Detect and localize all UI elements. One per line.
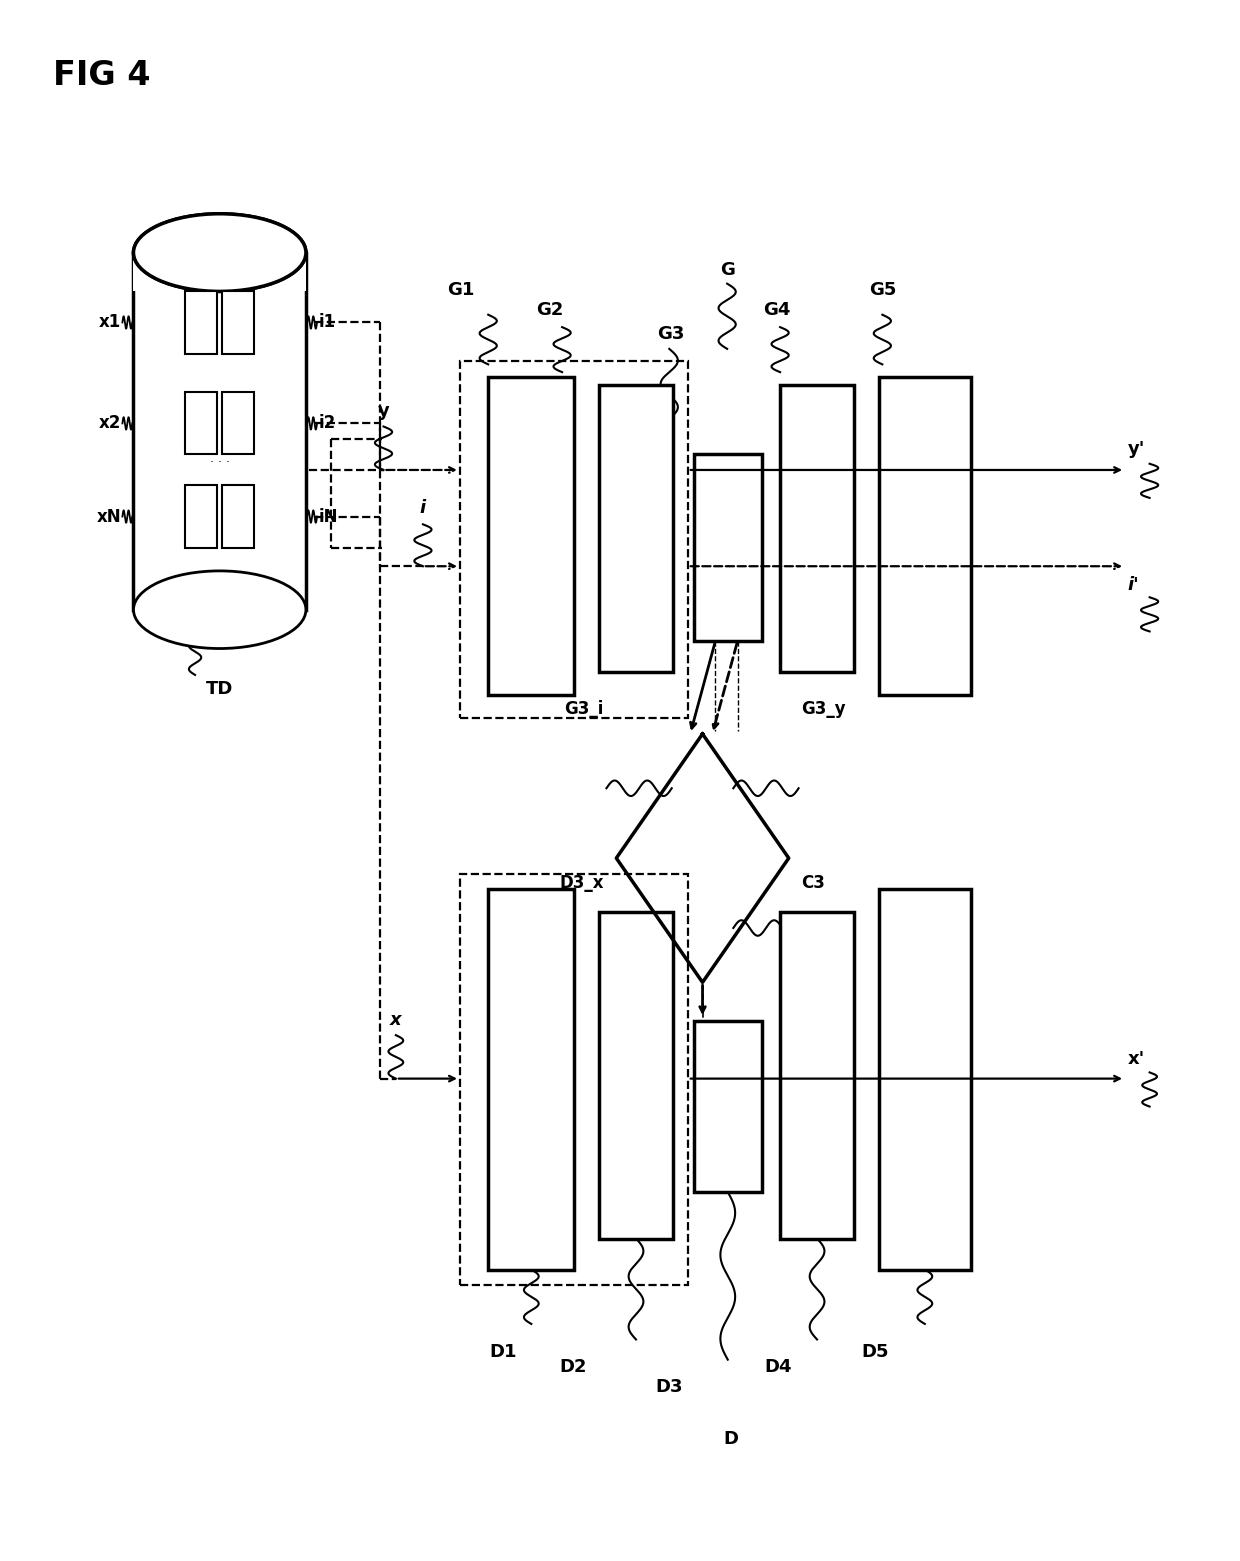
- Text: i': i': [1127, 576, 1140, 595]
- Text: D4: D4: [764, 1358, 791, 1377]
- Text: D2: D2: [559, 1358, 587, 1377]
- Bar: [780, 384, 854, 671]
- Text: x: x: [391, 1012, 402, 1029]
- Text: G: G: [719, 261, 734, 279]
- Bar: [879, 890, 971, 1269]
- Text: x': x': [1127, 1049, 1145, 1068]
- Bar: [489, 890, 574, 1269]
- Text: G1: G1: [448, 281, 475, 300]
- Bar: [222, 485, 254, 548]
- Text: G2: G2: [536, 301, 564, 320]
- Bar: [694, 1021, 761, 1193]
- Text: x2: x2: [99, 414, 122, 432]
- Text: G5: G5: [869, 281, 897, 300]
- Text: G3_y: G3_y: [801, 701, 846, 718]
- Bar: [185, 392, 217, 454]
- Bar: [599, 913, 673, 1238]
- Text: y': y': [1127, 440, 1145, 457]
- Text: FIG 4: FIG 4: [53, 58, 151, 92]
- Bar: [222, 392, 254, 454]
- Bar: [780, 913, 854, 1238]
- Text: G3: G3: [657, 325, 684, 343]
- Text: i2: i2: [319, 414, 336, 432]
- Bar: [879, 376, 971, 695]
- Text: G4: G4: [763, 301, 790, 320]
- Text: iN: iN: [319, 507, 337, 526]
- Bar: [222, 292, 254, 353]
- Text: i: i: [420, 498, 427, 517]
- Text: x1: x1: [99, 314, 122, 331]
- Text: xN: xN: [97, 507, 122, 526]
- Bar: [460, 361, 688, 718]
- Text: y: y: [378, 403, 389, 420]
- Ellipse shape: [134, 571, 306, 648]
- Text: D1: D1: [490, 1342, 517, 1361]
- Bar: [185, 292, 217, 353]
- Bar: [460, 874, 688, 1285]
- Bar: [185, 485, 217, 548]
- Text: G3_i: G3_i: [564, 701, 604, 718]
- Bar: [134, 253, 306, 610]
- Text: D3_x: D3_x: [559, 874, 604, 891]
- Bar: [489, 376, 574, 695]
- Bar: [134, 214, 306, 292]
- Text: · · ·: · · ·: [210, 456, 229, 468]
- Ellipse shape: [134, 214, 306, 292]
- Text: D: D: [723, 1430, 738, 1447]
- Text: i1: i1: [319, 314, 335, 331]
- Text: TD: TD: [206, 679, 233, 698]
- Text: D5: D5: [862, 1342, 889, 1361]
- Ellipse shape: [134, 214, 306, 292]
- Text: D3: D3: [656, 1378, 683, 1396]
- Text: C3: C3: [801, 874, 825, 891]
- Bar: [694, 454, 761, 640]
- Bar: [599, 384, 673, 671]
